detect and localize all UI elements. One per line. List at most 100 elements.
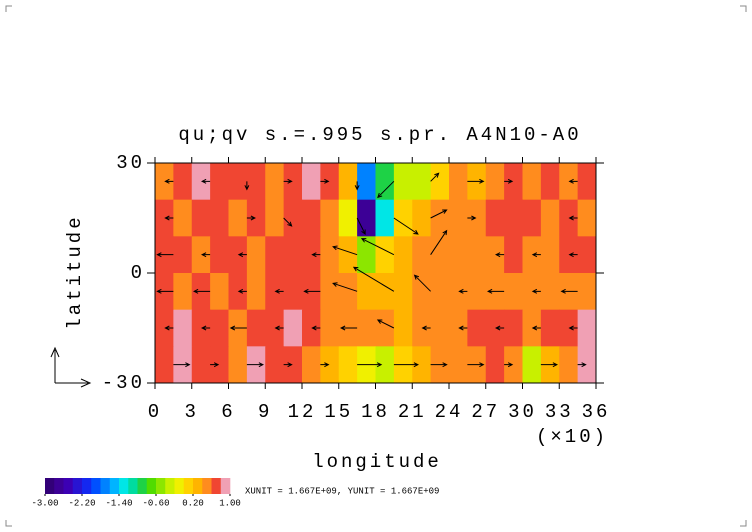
colorbar-tick-label: -0.60 bbox=[142, 498, 169, 508]
field-cell bbox=[246, 273, 266, 311]
field-cell bbox=[504, 309, 523, 347]
colorbar-tick-label: 1.00 bbox=[219, 498, 241, 508]
vector-arrow bbox=[540, 362, 558, 368]
vector-arrow bbox=[504, 362, 514, 368]
vector-arrow bbox=[487, 288, 505, 294]
field-cell bbox=[577, 273, 596, 311]
field-cell bbox=[173, 199, 193, 237]
field-cell bbox=[173, 309, 193, 347]
field-cell bbox=[393, 273, 413, 311]
vector-arrow bbox=[568, 215, 578, 221]
field-cell bbox=[210, 236, 229, 274]
vector-arrow bbox=[495, 325, 505, 331]
field-cell bbox=[467, 236, 487, 274]
vector-arrow bbox=[246, 215, 256, 221]
field-cell bbox=[302, 346, 321, 383]
field-cell bbox=[449, 273, 468, 311]
vector-arrow bbox=[311, 252, 321, 258]
colorbar-swatch bbox=[63, 478, 74, 494]
colorbar-swatch bbox=[202, 478, 212, 494]
vector-arrow bbox=[201, 325, 211, 331]
x-tick-label: 24 bbox=[435, 401, 464, 423]
field-cell bbox=[283, 273, 303, 311]
field-cell bbox=[449, 309, 468, 347]
field-cell bbox=[228, 199, 248, 237]
field-cell bbox=[559, 163, 579, 201]
x-tick-label: 12 bbox=[288, 401, 317, 423]
x-tick-label: 33 bbox=[545, 401, 574, 423]
field-cell bbox=[265, 309, 285, 347]
colorbar-swatch bbox=[119, 478, 129, 494]
field-cell bbox=[449, 163, 468, 201]
vector-arrow bbox=[495, 252, 505, 258]
vector-arrow bbox=[283, 178, 293, 184]
vector-arrow bbox=[340, 325, 358, 331]
vector-arrow bbox=[352, 266, 395, 292]
vector-arrow bbox=[354, 181, 360, 191]
field-cell bbox=[228, 273, 248, 311]
field-cell bbox=[320, 163, 340, 201]
vector-arrow bbox=[393, 362, 419, 368]
field-cell bbox=[393, 163, 413, 201]
vector-arrow bbox=[413, 274, 431, 292]
field-cell bbox=[467, 273, 487, 311]
chart-title: qu;qv s.=.995 s.pr. A4N10-A0 bbox=[178, 124, 581, 146]
field-cell bbox=[338, 273, 358, 311]
colorbar-swatch bbox=[82, 478, 92, 494]
field-cell bbox=[375, 346, 395, 383]
field-cell bbox=[540, 236, 560, 274]
field-cell bbox=[246, 309, 266, 347]
field-cell bbox=[504, 346, 523, 383]
axes-indicator bbox=[50, 346, 92, 388]
vector-arrow bbox=[156, 288, 174, 294]
vector-arrow bbox=[430, 172, 440, 182]
vector-arrow bbox=[237, 252, 247, 258]
field-cell bbox=[412, 346, 432, 383]
field-cell bbox=[504, 199, 523, 237]
field-cell bbox=[577, 309, 596, 347]
vector-arrow bbox=[430, 209, 448, 219]
field-cell bbox=[302, 199, 321, 237]
vector-arrow bbox=[467, 215, 477, 221]
field-cell bbox=[283, 346, 303, 383]
field-cell bbox=[357, 273, 376, 311]
field-cell bbox=[375, 273, 395, 311]
vector-arrow bbox=[283, 217, 293, 227]
field-cell bbox=[412, 236, 432, 274]
field-cell bbox=[393, 199, 413, 237]
field-cell bbox=[375, 163, 395, 201]
field-cell bbox=[173, 163, 193, 201]
vector-arrow bbox=[246, 362, 264, 368]
field-cell bbox=[155, 309, 174, 347]
field-cell bbox=[210, 199, 229, 237]
vector-arrow bbox=[244, 181, 250, 191]
unit-note: XUNIT = 1.667E+09, YUNIT = 1.667E+09 bbox=[245, 486, 439, 496]
colorbar-swatch bbox=[193, 478, 203, 494]
field-cell bbox=[504, 236, 523, 274]
field-cell bbox=[338, 236, 358, 274]
colorbar-tick-label: 0.20 bbox=[182, 498, 204, 508]
vector-arrow bbox=[356, 217, 366, 235]
field-cell bbox=[430, 199, 450, 237]
vector-arrow bbox=[274, 325, 284, 331]
vector-arrow bbox=[430, 362, 448, 368]
field-cell bbox=[559, 199, 579, 237]
vector-arrow bbox=[303, 288, 321, 294]
field-cell bbox=[191, 346, 211, 383]
field-cell bbox=[228, 346, 248, 383]
field-cell bbox=[430, 163, 450, 201]
field-cell bbox=[559, 236, 579, 274]
field-cell bbox=[375, 309, 395, 347]
field-cell bbox=[191, 309, 211, 347]
field-cell bbox=[357, 199, 376, 237]
vector-arrow bbox=[531, 252, 541, 258]
field-cell bbox=[412, 309, 432, 347]
field-cell bbox=[449, 199, 468, 237]
vector-arrow bbox=[467, 178, 485, 184]
vector-arrow bbox=[201, 252, 211, 258]
colorbar-swatch bbox=[211, 478, 222, 494]
x-tick-label: 27 bbox=[471, 401, 500, 423]
field-cell bbox=[393, 236, 413, 274]
